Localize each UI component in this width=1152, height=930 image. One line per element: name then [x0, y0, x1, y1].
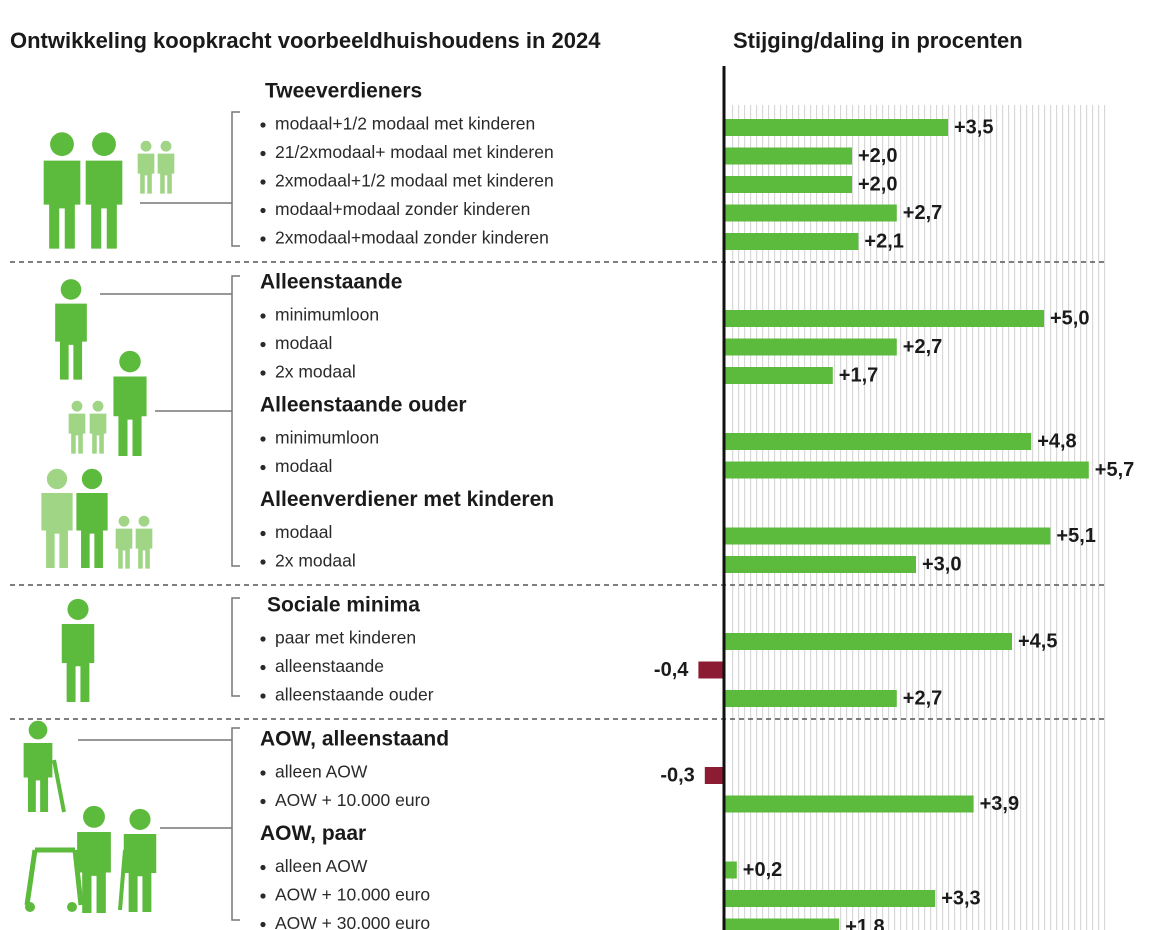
bar — [724, 176, 852, 193]
bullet — [260, 151, 265, 156]
bullet — [260, 531, 265, 536]
category-label: modaal — [275, 456, 332, 476]
category-label: modaal — [275, 522, 332, 542]
category-label: 2x modaal — [275, 551, 356, 571]
group-title: AOW, alleenstaand — [260, 728, 449, 751]
category-label: AOW + 30.000 euro — [275, 913, 430, 930]
category-label: alleen AOW — [275, 856, 368, 876]
bullet — [260, 236, 265, 241]
bar — [724, 862, 737, 879]
bullet — [260, 208, 265, 213]
bar — [724, 119, 948, 136]
bullet — [260, 636, 265, 641]
value-label: +2,7 — [903, 202, 942, 224]
bullet — [260, 342, 265, 347]
value-label: +1,7 — [839, 364, 878, 386]
bullet — [260, 179, 265, 184]
category-label: modaal+1/2 modaal met kinderen — [275, 114, 535, 134]
category-label: modaal — [275, 333, 332, 353]
bar — [724, 690, 897, 707]
category-label: AOW + 10.000 euro — [275, 790, 430, 810]
value-label: +2,0 — [858, 173, 897, 195]
category-label: AOW + 10.000 euro — [275, 885, 430, 905]
category-label: 2x modaal — [275, 362, 356, 382]
value-label: +2,7 — [903, 687, 942, 709]
bar — [724, 310, 1044, 327]
bullet — [260, 370, 265, 375]
category-label: minimumloon — [275, 428, 379, 448]
bar — [724, 205, 897, 222]
value-label: +3,0 — [922, 553, 961, 575]
bullet — [260, 465, 265, 470]
bullet — [260, 865, 265, 870]
value-label: +3,9 — [980, 793, 1019, 815]
value-label: +2,0 — [858, 145, 897, 167]
bar — [724, 796, 974, 813]
value-label: +5,1 — [1056, 525, 1095, 547]
category-label: alleenstaande ouder — [275, 685, 434, 705]
bullet — [260, 122, 265, 127]
category-label: paar met kinderen — [275, 628, 416, 648]
chart: Ontwikkeling koopkracht voorbeeldhuishou… — [0, 0, 1152, 930]
value-label: +0,2 — [743, 859, 782, 881]
icons — [24, 132, 175, 913]
bar — [724, 633, 1012, 650]
bullet — [260, 770, 265, 775]
value-label: +4,5 — [1018, 630, 1057, 652]
bullet — [260, 665, 265, 670]
category-label: alleenstaande — [275, 656, 384, 676]
category-label: modaal+modaal zonder kinderen — [275, 199, 530, 219]
bar — [724, 148, 852, 165]
value-label: +5,0 — [1050, 307, 1089, 329]
bar — [698, 662, 724, 679]
bullet — [260, 922, 265, 927]
bullet — [260, 436, 265, 441]
bar — [724, 233, 858, 250]
bullet — [260, 313, 265, 318]
category-label: 2xmodaal+modaal zonder kinderen — [275, 228, 549, 248]
value-label: -0,3 — [660, 764, 694, 786]
group-title: Alleenstaande ouder — [260, 394, 467, 417]
value-label: +3,3 — [941, 887, 980, 909]
chart-subtitle: Stijging/daling in procenten — [733, 28, 1023, 53]
value-label: +2,7 — [903, 336, 942, 358]
bar — [724, 528, 1050, 545]
bar — [724, 919, 839, 930]
bullet — [260, 893, 265, 898]
group-title: Alleenverdiener met kinderen — [260, 488, 554, 511]
group-title: AOW, paar — [260, 822, 366, 845]
value-label: +2,1 — [864, 230, 903, 252]
value-label: +4,8 — [1037, 430, 1076, 452]
bar — [705, 767, 724, 784]
value-label: -0,4 — [654, 659, 689, 681]
bar — [724, 890, 935, 907]
category-label: alleen AOW — [275, 762, 368, 782]
group-title: Sociale minima — [267, 594, 420, 617]
bar — [724, 433, 1031, 450]
category-label: 2xmodaal+1/2 modaal met kinderen — [275, 171, 554, 191]
bar — [724, 462, 1089, 479]
value-label: +5,7 — [1095, 459, 1134, 481]
value-label: +1,8 — [845, 916, 884, 930]
group-title: Tweeverdieners — [265, 80, 422, 103]
category-label: minimumloon — [275, 305, 379, 325]
category-label: 21/2xmodaal+ modaal met kinderen — [275, 142, 554, 162]
bar — [724, 556, 916, 573]
bar — [724, 367, 833, 384]
bullet — [260, 799, 265, 804]
group-title: Alleenstaande — [260, 271, 402, 294]
bar — [724, 339, 897, 356]
chart-title: Ontwikkeling koopkracht voorbeeldhuishou… — [10, 28, 601, 53]
bullet — [260, 693, 265, 698]
bullet — [260, 559, 265, 564]
value-label: +3,5 — [954, 116, 993, 138]
